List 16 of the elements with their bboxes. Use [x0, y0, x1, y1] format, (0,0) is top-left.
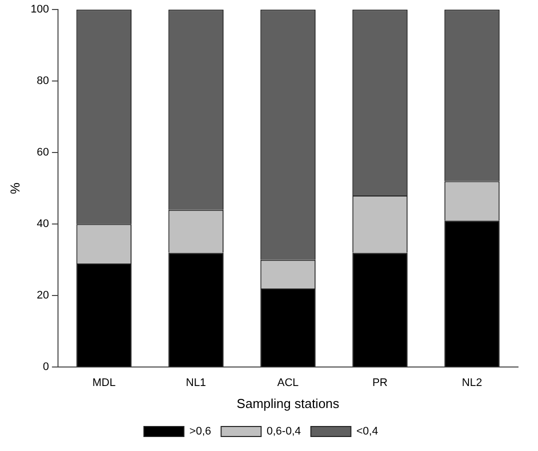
legend-label: >0,6 — [189, 426, 212, 438]
y-tick-label: 80 — [36, 75, 49, 88]
x-axis-title: Sampling stations — [236, 396, 340, 411]
x-tick-label: ACL — [277, 376, 299, 389]
y-tick-label: 20 — [36, 290, 49, 302]
y-tick-label: 60 — [36, 146, 49, 159]
x-tick-label: MDL — [92, 376, 116, 389]
x-tick-label: NL1 — [186, 376, 206, 389]
y-axis-title: % — [7, 182, 22, 194]
y-tick-label: 100 — [30, 4, 49, 16]
legend-label: <0,4 — [356, 426, 378, 438]
x-tick-label: NL2 — [462, 376, 482, 389]
y-tick-label: 0 — [42, 361, 49, 374]
y-tick-label: 40 — [36, 218, 49, 230]
x-tick-label: PR — [372, 376, 388, 389]
legend-label: 0,6-0,4 — [266, 426, 301, 438]
